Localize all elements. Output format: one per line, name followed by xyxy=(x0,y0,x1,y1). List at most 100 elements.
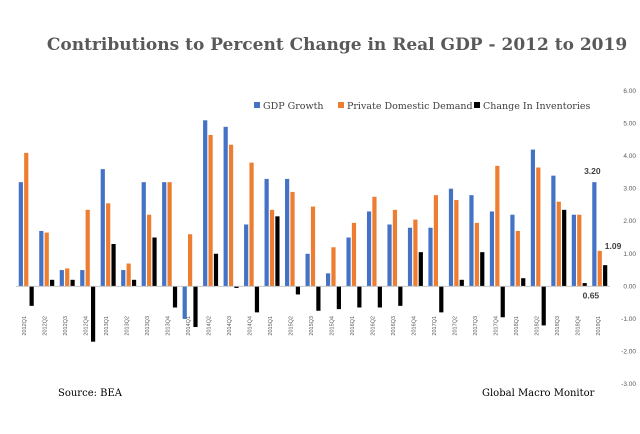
bar-inv-2013Q3 xyxy=(152,237,157,287)
bar-pdd-2017Q2 xyxy=(454,200,459,287)
bar-gdp-2013Q3 xyxy=(141,182,146,287)
legend-label-pdd: Private Domestic Demand xyxy=(347,101,473,112)
bars xyxy=(18,120,608,342)
x-tick-label: 2015Q4 xyxy=(329,316,335,336)
bar-pdd-2015Q2 xyxy=(290,191,295,287)
x-tick-label: 2016Q1 xyxy=(350,316,356,336)
annotation-inv: 0.65 xyxy=(583,290,600,300)
bar-inv-2018Q2 xyxy=(541,286,546,326)
bar-inv-2016Q2 xyxy=(377,286,382,308)
bar-gdp-2012Q2 xyxy=(39,230,44,287)
bar-pdd-2012Q2 xyxy=(44,232,49,287)
x-tick-label: 2014Q4 xyxy=(248,316,254,336)
bar-pdd-2017Q1 xyxy=(433,195,438,287)
bar-inv-2015Q2 xyxy=(295,286,301,295)
bar-gdp-2015Q2 xyxy=(285,178,290,287)
y-tick-label: -2.00 xyxy=(621,348,636,355)
bar-inv-2018Q3 xyxy=(562,209,567,287)
bar-gdp-2016Q3 xyxy=(387,224,392,287)
x-tick-label: 2018Q4 xyxy=(575,316,581,336)
bar-gdp-2013Q4 xyxy=(162,182,167,287)
bar-pdd-2015Q3 xyxy=(310,206,316,287)
bar-inv-2014Q1 xyxy=(193,286,198,328)
bar-gdp-2014Q4 xyxy=(244,224,249,287)
y-tick-label: 0.00 xyxy=(623,283,636,290)
annotations: 3.20 1.09 0.65 xyxy=(583,166,622,300)
bar-pdd-2012Q1 xyxy=(24,152,29,287)
x-tick-label: 2013Q3 xyxy=(145,316,151,336)
y-tick-label: 3.00 xyxy=(623,186,636,193)
x-tick-label: 2012Q2 xyxy=(43,316,49,336)
legend-swatch-pdd xyxy=(338,102,344,108)
credit-note: Global Macro Monitor xyxy=(482,388,595,399)
bar-inv-2017Q1 xyxy=(439,286,444,313)
bar-gdp-2017Q3 xyxy=(469,195,474,287)
y-tick-label: 6.00 xyxy=(623,88,636,95)
bar-pdd-2012Q3 xyxy=(65,268,70,287)
bar-gdp-2012Q4 xyxy=(80,270,85,287)
y-tick-label: 1.00 xyxy=(623,251,636,258)
x-tick-label: 2015Q3 xyxy=(309,316,315,336)
bar-gdp-2018Q3 xyxy=(551,175,556,287)
y-tick-label: -3.00 xyxy=(621,381,636,388)
bar-inv-2012Q4 xyxy=(90,286,96,342)
bar-inv-2013Q4 xyxy=(172,286,178,308)
bar-gdp-2015Q4 xyxy=(325,273,331,287)
bar-pdd-2013Q1 xyxy=(106,203,111,287)
y-axis-ticks: 6.00 5.00 4.00 3.00 2.00 1.00 0.00 -1.00 -2.00 -3… xyxy=(621,88,636,388)
bar-inv-2014Q3 xyxy=(234,286,239,288)
bar-gdp-2016Q4 xyxy=(407,227,413,287)
bar-inv-2018Q4 xyxy=(582,283,587,287)
bar-inv-2013Q1 xyxy=(111,244,116,287)
bar-pdd-2018Q1 xyxy=(515,230,520,287)
bar-pdd-2015Q1 xyxy=(269,209,275,287)
bar-inv-2015Q3 xyxy=(316,286,321,311)
bar-pdd-2015Q4 xyxy=(331,247,336,287)
bar-pdd-2017Q4 xyxy=(495,165,500,287)
bar-inv-2018Q1 xyxy=(521,278,526,287)
x-tick-label: 2015Q2 xyxy=(289,316,295,336)
bar-inv-2014Q2 xyxy=(213,253,219,287)
x-tick-label: 2016Q4 xyxy=(411,316,417,336)
legend-swatch-gdp xyxy=(254,102,260,108)
bar-gdp-2012Q1 xyxy=(18,182,23,287)
x-axis-ticks: 2012Q1 2012Q2 2012Q3 2012Q4 2013Q1 2013Q2 2013… xyxy=(22,316,602,336)
bar-gdp-2014Q2 xyxy=(203,120,208,287)
bar-pdd-2019Q1 xyxy=(597,250,602,287)
bar-pdd-2014Q4 xyxy=(249,162,254,287)
bar-inv-2019Q1 xyxy=(603,265,608,287)
bar-gdp-2015Q3 xyxy=(305,253,310,287)
x-tick-label: 2018Q1 xyxy=(514,316,520,336)
annotation-gdp: 3.20 xyxy=(584,166,601,176)
bar-inv-2017Q4 xyxy=(500,286,505,318)
bar-pdd-2013Q3 xyxy=(147,214,152,287)
bar-pdd-2012Q4 xyxy=(85,209,90,287)
bar-gdp-2013Q1 xyxy=(100,169,105,287)
bar-inv-2017Q3 xyxy=(480,252,485,287)
y-tick-label: 2.00 xyxy=(623,218,636,225)
y-tick-label: 5.00 xyxy=(623,121,636,128)
legend-label-inv: Change In Inventories xyxy=(483,101,591,112)
x-tick-label: 2012Q4 xyxy=(84,316,90,336)
bar-pdd-2013Q4 xyxy=(167,182,172,287)
bar-inv-2012Q1 xyxy=(29,286,34,306)
bar-gdp-2013Q2 xyxy=(121,270,126,287)
bar-inv-2012Q2 xyxy=(50,279,55,287)
x-tick-label: 2013Q4 xyxy=(166,316,172,336)
x-tick-label: 2013Q1 xyxy=(104,316,110,336)
bar-inv-2014Q4 xyxy=(254,286,260,313)
x-tick-label: 2018Q3 xyxy=(555,316,561,336)
bar-gdp-2017Q2 xyxy=(448,188,454,287)
legend-label-gdp: GDP Growth xyxy=(263,101,324,112)
bar-gdp-2014Q1 xyxy=(182,286,187,319)
bar-gdp-2017Q1 xyxy=(428,227,433,287)
bar-pdd-2013Q2 xyxy=(126,263,131,287)
legend: GDP Growth Private Domestic Demand Chang… xyxy=(254,101,591,112)
bar-gdp-2018Q2 xyxy=(530,149,536,287)
x-tick-label: 2017Q3 xyxy=(473,316,479,336)
x-tick-label: 2018Q2 xyxy=(534,316,540,336)
bar-pdd-2014Q3 xyxy=(228,144,234,287)
bar-gdp-2016Q1 xyxy=(346,237,351,287)
x-tick-label: 2015Q1 xyxy=(268,316,274,336)
